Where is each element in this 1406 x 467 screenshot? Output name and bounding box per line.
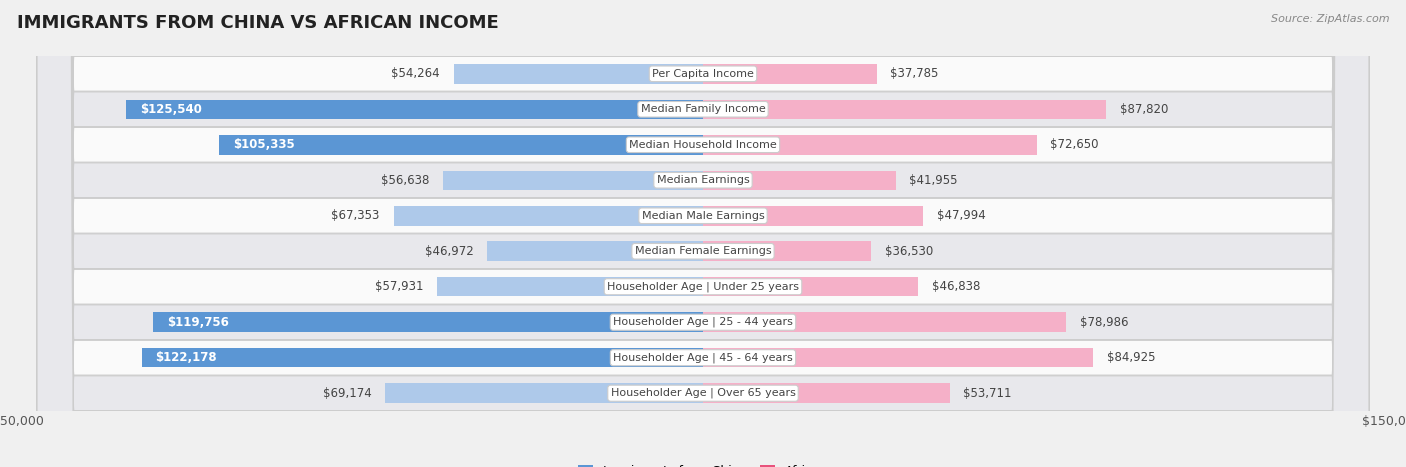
Text: Median Household Income: Median Household Income: [628, 140, 778, 150]
Text: $37,785: $37,785: [890, 67, 939, 80]
Text: Householder Age | 45 - 64 years: Householder Age | 45 - 64 years: [613, 353, 793, 363]
Text: $125,540: $125,540: [141, 103, 202, 116]
Text: Median Male Earnings: Median Male Earnings: [641, 211, 765, 221]
Legend: Immigrants from China, African: Immigrants from China, African: [572, 460, 834, 467]
Bar: [443, 170, 703, 190]
Text: $105,335: $105,335: [233, 138, 295, 151]
Text: $119,756: $119,756: [167, 316, 229, 329]
Text: $87,820: $87,820: [1121, 103, 1168, 116]
Bar: [703, 348, 1092, 368]
Text: $54,264: $54,264: [391, 67, 440, 80]
Bar: [703, 64, 876, 84]
FancyBboxPatch shape: [37, 0, 1369, 467]
FancyBboxPatch shape: [37, 0, 1369, 467]
Bar: [703, 277, 918, 297]
FancyBboxPatch shape: [37, 0, 1369, 467]
Text: Median Female Earnings: Median Female Earnings: [634, 246, 772, 256]
Text: Source: ZipAtlas.com: Source: ZipAtlas.com: [1271, 14, 1389, 24]
Bar: [153, 312, 703, 332]
Bar: [142, 348, 703, 368]
Bar: [703, 241, 870, 261]
Text: Median Earnings: Median Earnings: [657, 175, 749, 185]
Bar: [703, 312, 1066, 332]
Text: Householder Age | Under 25 years: Householder Age | Under 25 years: [607, 282, 799, 292]
Bar: [703, 170, 896, 190]
Text: $72,650: $72,650: [1050, 138, 1099, 151]
Text: $84,925: $84,925: [1107, 351, 1156, 364]
FancyBboxPatch shape: [37, 0, 1369, 467]
FancyBboxPatch shape: [37, 0, 1369, 467]
FancyBboxPatch shape: [37, 0, 1369, 467]
Text: $53,711: $53,711: [963, 387, 1012, 400]
Text: $36,530: $36,530: [884, 245, 932, 258]
Bar: [488, 241, 703, 261]
FancyBboxPatch shape: [37, 0, 1369, 467]
FancyBboxPatch shape: [37, 0, 1369, 467]
Bar: [127, 99, 703, 119]
FancyBboxPatch shape: [37, 0, 1369, 467]
Text: IMMIGRANTS FROM CHINA VS AFRICAN INCOME: IMMIGRANTS FROM CHINA VS AFRICAN INCOME: [17, 14, 499, 32]
Text: $46,972: $46,972: [425, 245, 474, 258]
Text: Householder Age | Over 65 years: Householder Age | Over 65 years: [610, 388, 796, 398]
Bar: [703, 135, 1036, 155]
Bar: [703, 383, 949, 403]
Bar: [437, 277, 703, 297]
Text: $69,174: $69,174: [323, 387, 371, 400]
Text: $67,353: $67,353: [332, 209, 380, 222]
Bar: [703, 206, 924, 226]
Text: Per Capita Income: Per Capita Income: [652, 69, 754, 79]
Bar: [394, 206, 703, 226]
Text: Householder Age | 25 - 44 years: Householder Age | 25 - 44 years: [613, 317, 793, 327]
Text: $57,931: $57,931: [374, 280, 423, 293]
Bar: [219, 135, 703, 155]
Text: $56,638: $56,638: [381, 174, 429, 187]
Text: $78,986: $78,986: [1080, 316, 1128, 329]
Text: $122,178: $122,178: [156, 351, 218, 364]
FancyBboxPatch shape: [37, 0, 1369, 467]
Text: $46,838: $46,838: [932, 280, 980, 293]
Bar: [454, 64, 703, 84]
Bar: [703, 99, 1107, 119]
Text: $41,955: $41,955: [910, 174, 957, 187]
Text: $47,994: $47,994: [938, 209, 986, 222]
Text: Median Family Income: Median Family Income: [641, 104, 765, 114]
Bar: [385, 383, 703, 403]
